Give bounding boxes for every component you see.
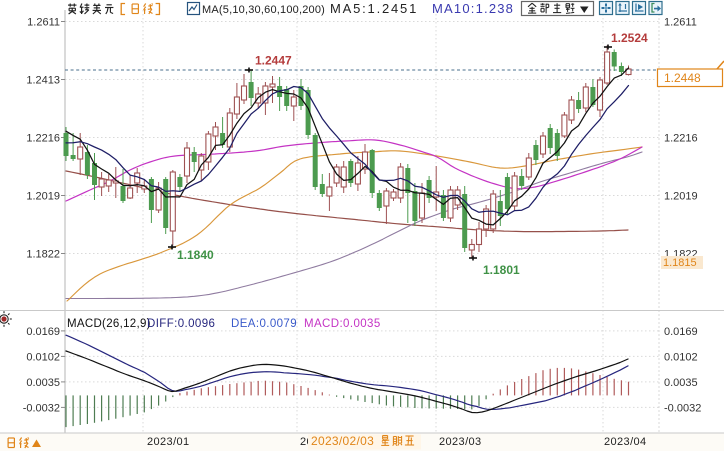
svg-text:1.2019: 1.2019	[26, 191, 60, 203]
svg-text:1.2216: 1.2216	[26, 133, 60, 145]
svg-text:0.0102: 0.0102	[26, 351, 60, 363]
svg-text:2023/02/03: 2023/02/03	[311, 434, 374, 448]
svg-text:0.0169: 0.0169	[664, 326, 698, 338]
svg-text:MACD:0.0035: MACD:0.0035	[304, 318, 381, 330]
svg-text:-0.0032: -0.0032	[23, 402, 60, 414]
svg-text:MA(5,10,30,60,100,200): MA(5,10,30,60,100,200)	[202, 4, 325, 16]
svg-text:0.0035: 0.0035	[26, 377, 60, 389]
svg-text:0.0035: 0.0035	[664, 377, 698, 389]
svg-text:MA10:1.238: MA10:1.238	[432, 1, 514, 16]
svg-text:1.2524: 1.2524	[611, 31, 648, 45]
svg-text:0.0169: 0.0169	[26, 326, 60, 338]
svg-text:1.1840: 1.1840	[177, 248, 214, 262]
svg-text:0.0102: 0.0102	[664, 351, 698, 363]
svg-text:2023/01: 2023/01	[147, 436, 190, 448]
svg-text:1.1801: 1.1801	[483, 263, 520, 277]
svg-text:1.2611: 1.2611	[664, 17, 697, 29]
svg-text:MA5:1.2451: MA5:1.2451	[330, 1, 418, 16]
svg-text:1.2448: 1.2448	[664, 71, 701, 85]
svg-text:DIFF:0.0096: DIFF:0.0096	[147, 318, 215, 330]
svg-text:1.2216: 1.2216	[664, 133, 698, 145]
svg-text:-0.0032: -0.0032	[664, 402, 701, 414]
svg-text:1.2611: 1.2611	[27, 17, 60, 29]
svg-text:1.2413: 1.2413	[26, 75, 60, 87]
svg-text:DEA:0.0079: DEA:0.0079	[231, 318, 297, 330]
svg-text:1.2447: 1.2447	[255, 54, 292, 68]
svg-text:1.1815: 1.1815	[663, 257, 697, 269]
svg-text:1.1822: 1.1822	[26, 249, 60, 261]
svg-text:MACD(26,12,9): MACD(26,12,9)	[67, 318, 151, 330]
svg-text:2023/03: 2023/03	[439, 436, 482, 448]
svg-text:2023/04: 2023/04	[604, 436, 647, 448]
svg-text:1.2019: 1.2019	[664, 191, 698, 203]
